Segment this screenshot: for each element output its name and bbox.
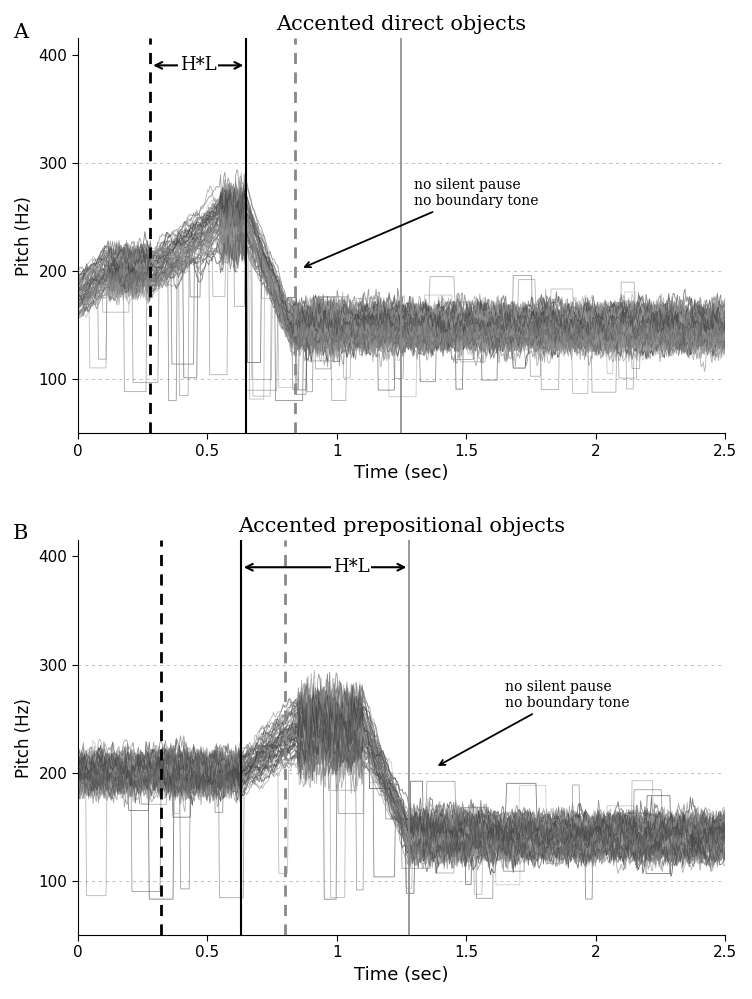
Y-axis label: Pitch (Hz): Pitch (Hz) xyxy=(15,196,33,276)
Text: H*L: H*L xyxy=(180,56,217,74)
Title: Accented direct objects: Accented direct objects xyxy=(277,15,526,34)
X-axis label: Time (sec): Time (sec) xyxy=(354,966,449,984)
Text: B: B xyxy=(14,524,29,543)
Text: no silent pause
no boundary tone: no silent pause no boundary tone xyxy=(439,680,629,765)
Text: H*L: H*L xyxy=(332,558,369,576)
Title: Accented prepositional objects: Accented prepositional objects xyxy=(238,516,565,535)
Y-axis label: Pitch (Hz): Pitch (Hz) xyxy=(15,697,33,777)
X-axis label: Time (sec): Time (sec) xyxy=(354,465,449,483)
Text: A: A xyxy=(14,23,29,42)
Text: no silent pause
no boundary tone: no silent pause no boundary tone xyxy=(305,178,539,267)
